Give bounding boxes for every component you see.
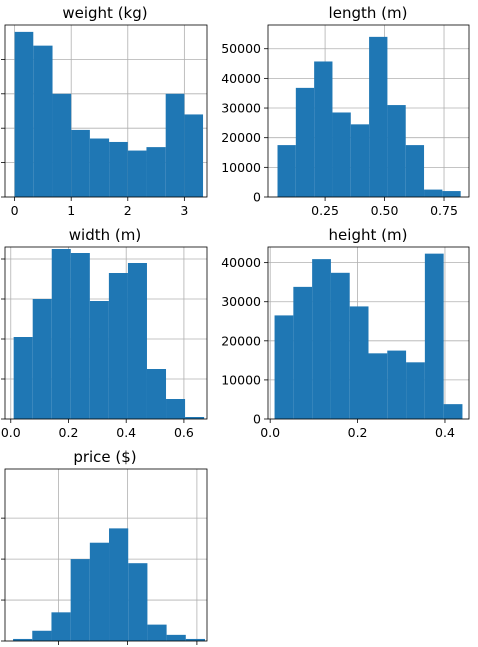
histogram-bar-price: [128, 563, 147, 641]
histogram-bar-length: [369, 37, 387, 197]
histogram-bar-price: [90, 543, 109, 641]
x-tick-label: 0.2: [59, 425, 79, 440]
histogram-bar-weight: [15, 32, 34, 197]
histogram-bar-height: [369, 353, 388, 419]
subplot-title-weight: weight (kg): [62, 4, 147, 22]
y-tick-label: 10000: [221, 372, 261, 387]
x-tick-label: 0: [11, 203, 19, 218]
y-tick-label: 20000: [221, 333, 261, 348]
histogram-bar-length: [424, 190, 442, 197]
histogram-bar-price: [51, 612, 70, 641]
histogram-bar-width: [90, 301, 109, 419]
histogram-bar-width: [147, 369, 166, 419]
histogram-bar-width: [52, 249, 71, 419]
histogram-bar-length: [387, 105, 405, 197]
histogram-bar-weight: [53, 94, 72, 197]
histogram-bar-weight: [33, 46, 52, 197]
x-tick-label: 0.6: [174, 425, 194, 440]
subplot-title-length: length (m): [329, 4, 408, 22]
histogram-bar-width: [14, 337, 33, 419]
x-tick-label: 0.4: [116, 425, 136, 440]
y-tick-label: 30000: [221, 294, 261, 309]
histogram-bar-width: [109, 273, 128, 419]
y-tick-label: 50000: [221, 41, 261, 56]
histogram-bar-height: [406, 362, 425, 419]
histogram-bar-width: [33, 299, 52, 419]
subplot-price: price ($): [1, 448, 207, 645]
x-tick-label: 0.50: [371, 203, 399, 218]
histogram-bar-weight: [146, 147, 165, 197]
y-tick-label: 0: [253, 412, 261, 427]
histogram-bar-weight: [71, 130, 90, 197]
histogram-bar-height: [387, 351, 406, 419]
histogram-bar-height: [312, 259, 331, 419]
histogram-bar-length: [442, 191, 460, 197]
histogram-bar-length: [332, 112, 350, 197]
x-tick-label: 0.4: [435, 425, 455, 440]
x-tick-label: 0.25: [311, 203, 339, 218]
y-tick-label: 10000: [221, 160, 261, 175]
histogram-bar-weight: [128, 151, 147, 197]
histogram-bar-width: [166, 399, 185, 419]
histogram-bar-price: [71, 559, 90, 641]
histogram-bar-height: [444, 404, 463, 419]
subplot-length: length (m) 0.25 0.50 0.75 0 10000 20000 30000 4…: [221, 4, 469, 218]
histogram-bar-width: [128, 263, 147, 419]
subplot-width: width (m) 0.0 0.2 0.4 0.6: [1, 226, 207, 440]
y-tick-label: 20000: [221, 130, 261, 145]
y-tick-label: 0: [253, 190, 261, 205]
histogram-bar-length: [314, 61, 332, 197]
histogram-bar-length: [278, 145, 296, 197]
subplot-title-height: height (m): [329, 226, 408, 244]
histogram-bar-price: [167, 635, 186, 641]
y-tick-label: 40000: [221, 255, 261, 270]
x-tick-label: 0.2: [348, 425, 368, 440]
x-tick-label: 3: [180, 203, 188, 218]
y-tick-label: 30000: [221, 101, 261, 116]
histogram-bar-weight: [90, 139, 109, 197]
histogram-bar-price: [109, 528, 128, 641]
x-tick-label: 1: [67, 203, 75, 218]
y-tick-label: 40000: [221, 71, 261, 86]
subplot-height: height (m) 0.0 0.2 0.4 0 10000 20000 30000 4000…: [221, 226, 469, 440]
histogram-bar-weight: [166, 94, 185, 197]
histogram-bar-price: [32, 631, 51, 641]
subplot-title-width: width (m): [69, 226, 141, 244]
x-tick-label: 0.0: [1, 425, 21, 440]
x-tick-label: 2: [124, 203, 132, 218]
subplot-weight: weight (kg) 0 1 2 3: [1, 4, 207, 218]
histogram-bar-height: [275, 315, 294, 419]
x-tick-label: 0.0: [260, 425, 280, 440]
x-tick-label: 0.75: [430, 203, 458, 218]
histogram-bar-price: [147, 625, 166, 641]
histogram-bar-height: [425, 254, 444, 419]
histogram-bar-width: [71, 253, 90, 419]
histogram-bar-height: [293, 287, 312, 419]
histogram-bar-length: [296, 88, 314, 197]
histogram-bar-height: [331, 273, 350, 419]
subplot-title-price: price ($): [73, 448, 136, 466]
histogram-bar-height: [350, 306, 369, 419]
histogram-bar-weight: [184, 114, 203, 197]
histogram-bar-length: [406, 145, 424, 197]
histogram-bar-length: [351, 124, 369, 197]
histogram-bar-weight: [109, 142, 128, 197]
